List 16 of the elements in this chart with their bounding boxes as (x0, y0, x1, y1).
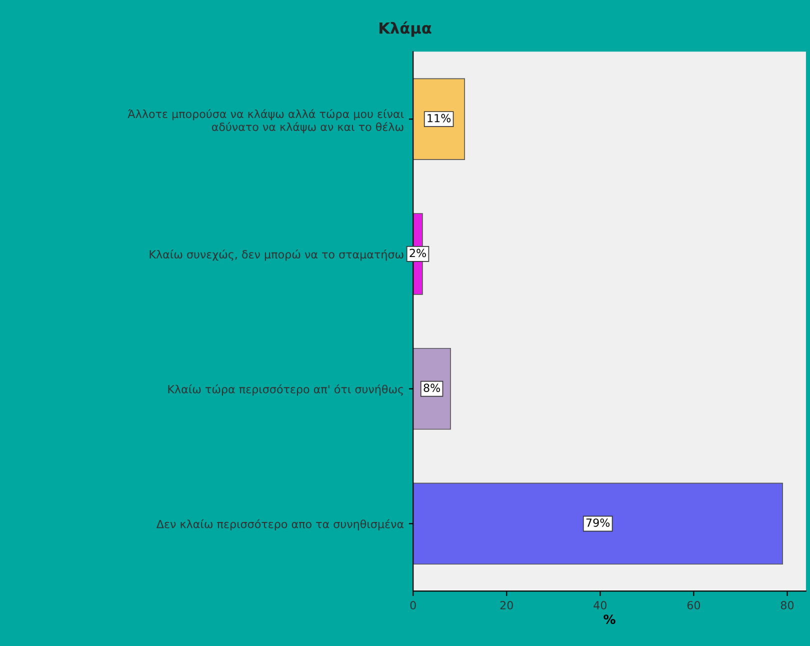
y-tick-label: Κλαίω συνεχώς, δεν μπορώ να το σταματήσω (150, 250, 404, 261)
bar (413, 482, 783, 565)
data-label: 2% (410, 248, 426, 258)
y-tick-label: Δεν κλαίω περισσότερο απο τα συνηθισμένα (156, 519, 404, 530)
y-tick-label: Κλαίω τώρα περισσότερο απ' ότι συνήθως (168, 384, 403, 396)
chart-title: Κλάμα (380, 21, 432, 37)
x-tick-label: 20 (500, 601, 513, 610)
x-tick-label: 80 (780, 601, 794, 610)
x-tick-label: 40 (594, 601, 607, 610)
x-axis-title: % (604, 614, 616, 624)
data-label: 79% (586, 518, 610, 527)
y-tick-label: Άλλοτε μπορούσα να κλάψω αλλά τώρα μου είναι αδύνατο να κλάψω αν και το θέλω (128, 109, 404, 134)
x-tick-label: 60 (687, 601, 700, 610)
data-label: 8% (424, 384, 440, 392)
data-label: 11% (428, 114, 451, 122)
x-tick-label: 0 (410, 601, 416, 610)
